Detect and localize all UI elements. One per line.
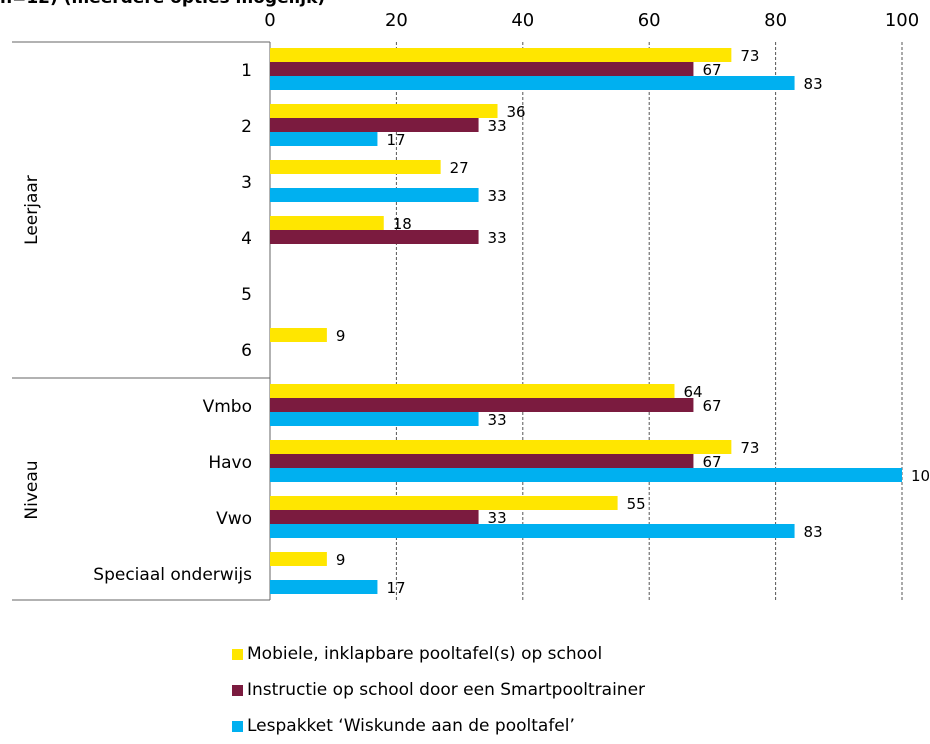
bar-s0-c8 — [270, 496, 618, 510]
bar-s1-c8 — [270, 510, 479, 524]
x-tick-label-2: 40 — [511, 10, 534, 31]
bar-s0-c6 — [270, 384, 675, 398]
data-label-s0-c2: 27 — [450, 159, 469, 177]
data-label-s0-c7: 73 — [740, 439, 759, 457]
bar-s2-c2 — [270, 188, 479, 202]
data-label-s1-c6: 67 — [702, 397, 721, 415]
bar-s0-c0 — [270, 48, 732, 62]
x-tick-label-1: 20 — [385, 10, 408, 31]
chart-title: n=12) (meerdere opties mogelijk) — [0, 0, 325, 8]
category-label-1: 2 — [241, 117, 252, 137]
legend-swatch-2 — [232, 720, 243, 732]
legend-item-1: Instructie op school door een Smartpoolt… — [232, 672, 645, 708]
data-label-s2-c8: 83 — [804, 523, 823, 541]
bar-s2-c9 — [270, 580, 378, 594]
data-label-s2-c9: 17 — [386, 579, 405, 597]
bar-s2-c1 — [270, 132, 378, 146]
data-label-s2-c6: 33 — [488, 411, 507, 429]
category-label-0: 1 — [241, 61, 252, 81]
data-label-s2-c1: 17 — [386, 131, 405, 149]
data-label-s0-c1: 36 — [507, 103, 526, 121]
data-label-s1-c7: 67 — [702, 453, 721, 471]
x-tick-label-0: 0 — [264, 10, 275, 31]
data-label-s1-c3: 33 — [488, 229, 507, 247]
bar-s0-c1 — [270, 104, 498, 118]
bar-s0-c9 — [270, 552, 327, 566]
legend-item-2: Lespakket ‘Wiskunde aan de pooltafel’ — [232, 708, 645, 744]
category-label-5: 6 — [241, 341, 252, 361]
bar-s1-c3 — [270, 230, 479, 244]
bar-s1-c7 — [270, 454, 694, 468]
category-label-8: Vwo — [216, 509, 252, 529]
bar-chart: 0 20 40 60 80 100173678323633173273341833569L… — [12, 10, 930, 601]
category-label-9: Speciaal onderwijs — [93, 565, 252, 585]
group-label-1: Niveau — [22, 460, 42, 519]
category-label-2: 3 — [241, 173, 252, 193]
bar-s2-c6 — [270, 412, 479, 426]
data-label-s0-c6: 64 — [683, 383, 702, 401]
legend-swatch-0 — [232, 648, 243, 660]
legend-label-1: Instructie op school door een Smartpoolt… — [247, 680, 646, 700]
data-label-s0-c8: 55 — [627, 495, 646, 513]
group-label-0: Leerjaar — [22, 175, 42, 245]
bar-s2-c7 — [270, 468, 902, 482]
bar-s2-c0 — [270, 76, 795, 90]
bar-s0-c5 — [270, 328, 327, 342]
category-label-6: Vmbo — [203, 397, 252, 417]
data-label-s0-c0: 73 — [740, 47, 759, 65]
category-label-3: 4 — [241, 229, 252, 249]
bar-s2-c8 — [270, 524, 795, 538]
x-tick-label-3: 60 — [638, 10, 661, 31]
data-label-s1-c1: 33 — [488, 117, 507, 135]
bar-s0-c2 — [270, 160, 441, 174]
legend-swatch-1 — [232, 684, 243, 696]
bar-s1-c0 — [270, 62, 694, 76]
x-tick-label-5: 100 — [885, 10, 919, 31]
data-label-s2-c0: 83 — [804, 75, 823, 93]
legend: Mobiele, inklapbare pooltafel(s) op scho… — [232, 636, 645, 744]
data-label-s0-c3: 18 — [393, 215, 412, 233]
legend-label-0: Mobiele, inklapbare pooltafel(s) op scho… — [247, 644, 603, 664]
data-label-s2-c7: 100 — [911, 467, 930, 485]
bar-s0-c7 — [270, 440, 732, 454]
data-label-s1-c0: 67 — [702, 61, 721, 79]
data-label-s0-c9: 9 — [336, 551, 346, 569]
data-label-s1-c8: 33 — [488, 509, 507, 527]
category-label-4: 5 — [241, 285, 252, 305]
x-tick-label-4: 80 — [764, 10, 787, 31]
data-label-s0-c5: 9 — [336, 327, 346, 345]
bar-s0-c3 — [270, 216, 384, 230]
bar-s1-c1 — [270, 118, 479, 132]
legend-label-2: Lespakket ‘Wiskunde aan de pooltafel’ — [247, 716, 575, 736]
data-label-s2-c2: 33 — [488, 187, 507, 205]
legend-item-0: Mobiele, inklapbare pooltafel(s) op scho… — [232, 636, 645, 672]
bar-s1-c6 — [270, 398, 694, 412]
category-label-7: Havo — [208, 453, 252, 473]
